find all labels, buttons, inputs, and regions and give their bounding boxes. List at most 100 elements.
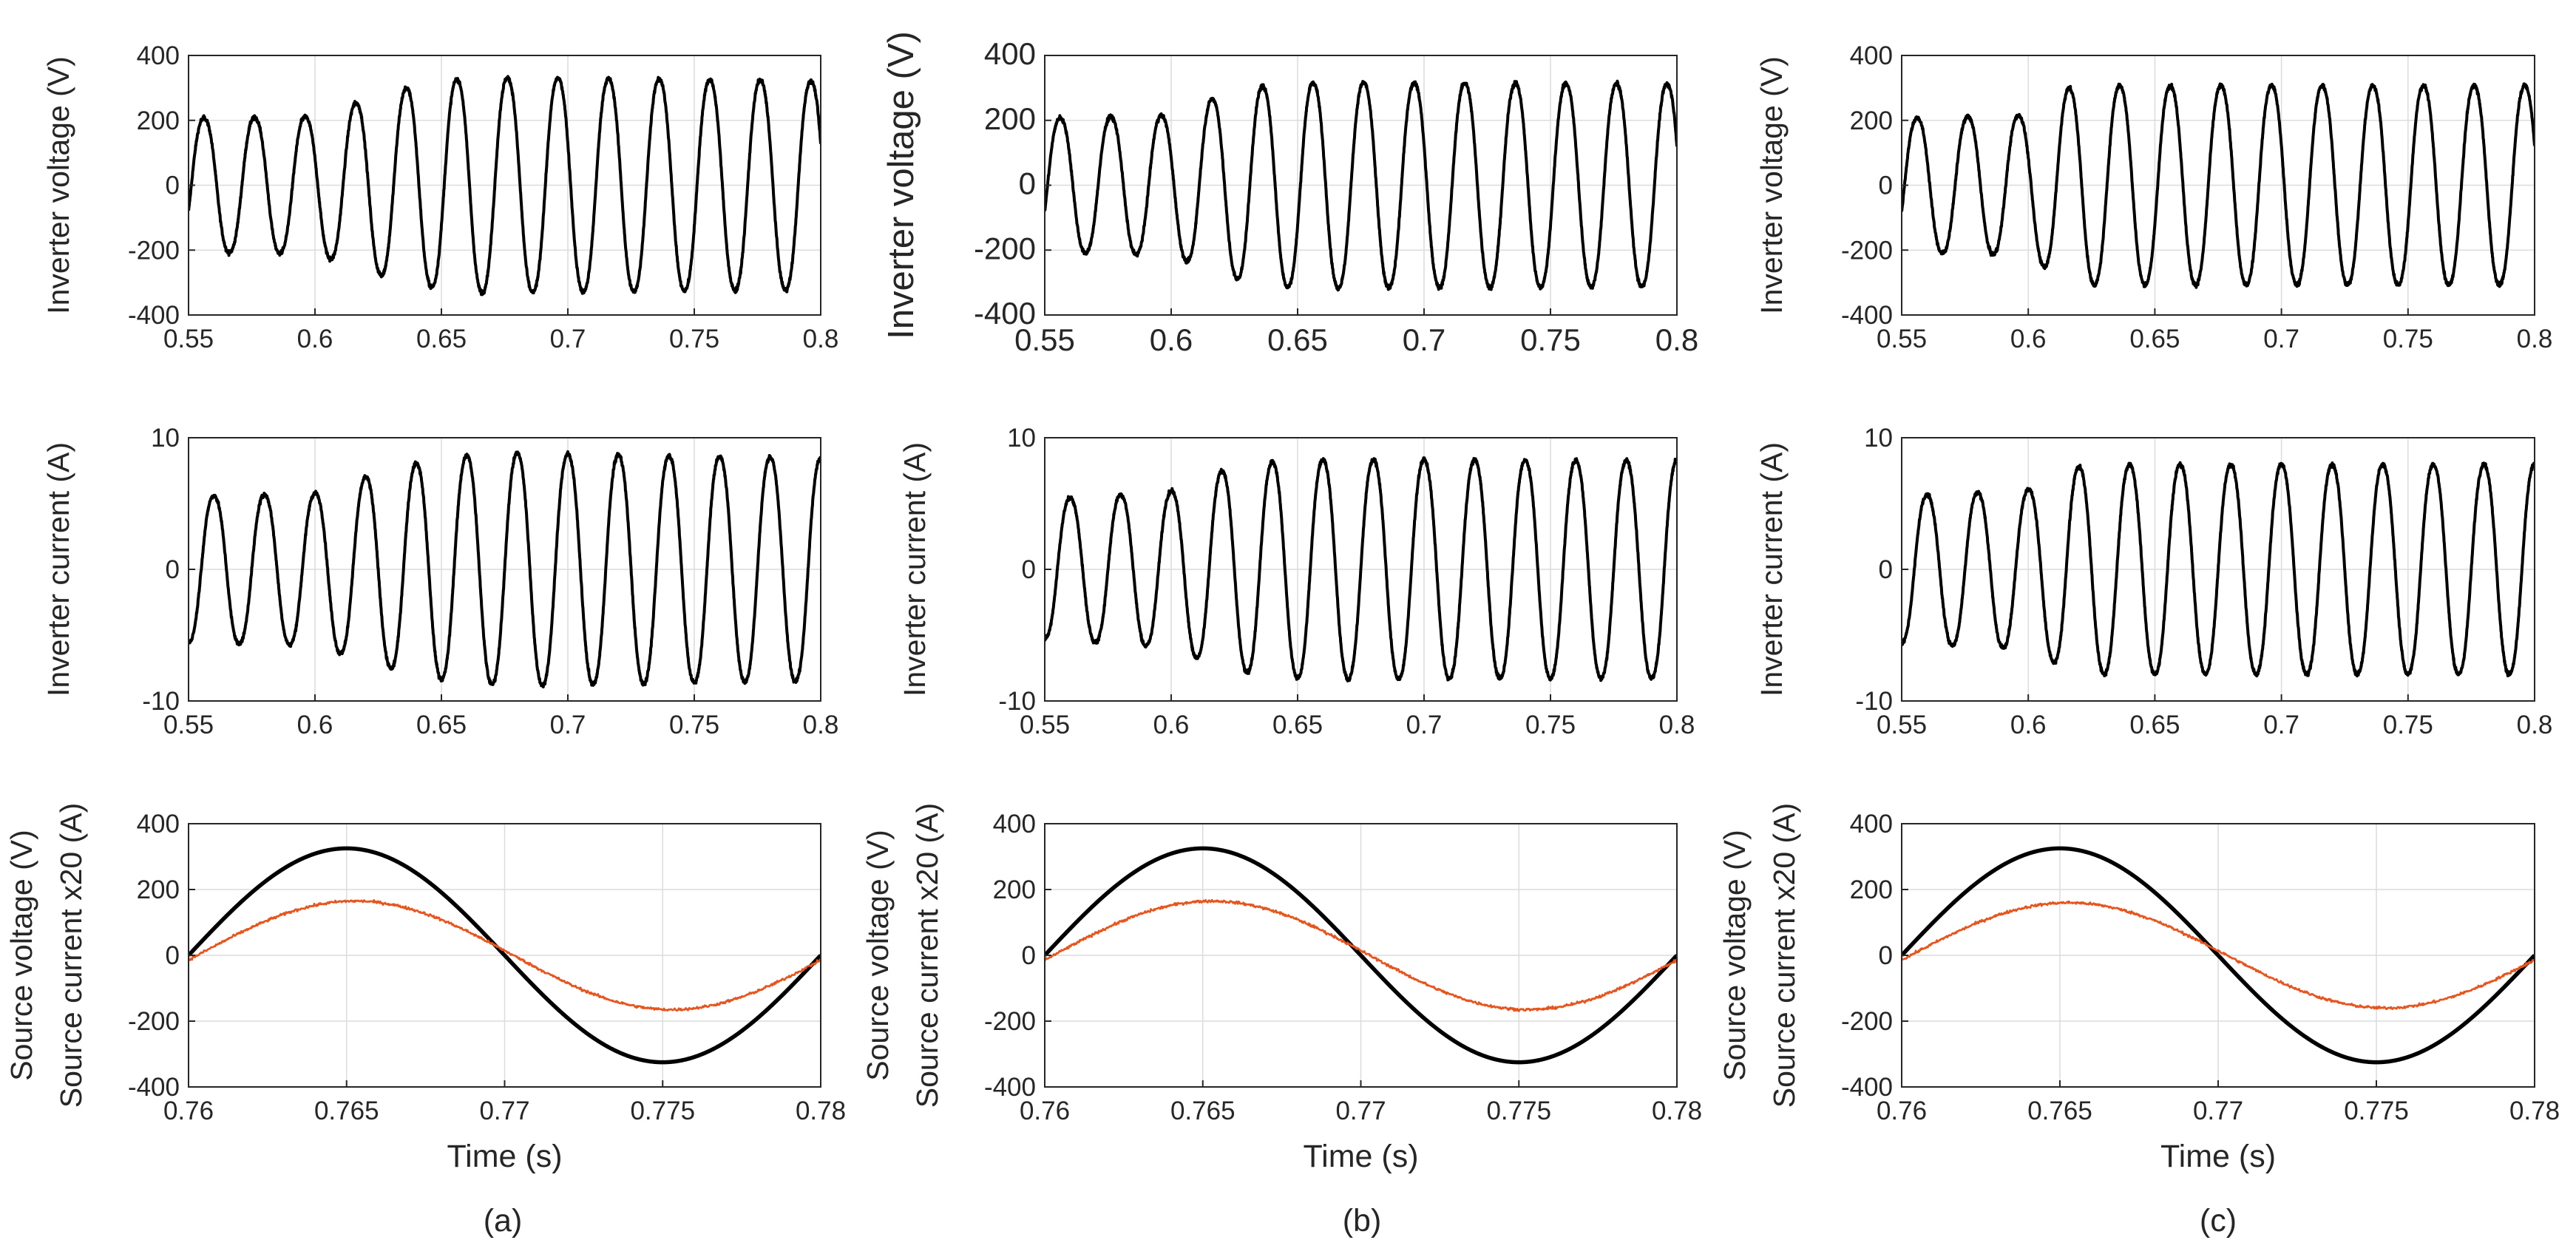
series-line-source-voltage <box>1045 846 1677 1065</box>
y-tick-label: 0 <box>1019 166 1036 201</box>
y-tick-label: -200 <box>128 236 180 265</box>
trace-group <box>1045 846 1677 1065</box>
y-tick-label: -400 <box>128 301 180 330</box>
x-tick-label: 0.775 <box>1486 1097 1551 1125</box>
series-line-source-voltage <box>189 846 821 1065</box>
plot-panel-b-voltage: 0.55 0.6 0.65 0.7 0.75 0.8 -400 -200 0 200 400 Inve… <box>881 31 1698 357</box>
x-tick-label: 0.55 <box>163 325 214 353</box>
y-tick-label: -10 <box>1855 687 1893 716</box>
x-tick-label: 0.7 <box>550 325 586 353</box>
y-tick-label: 10 <box>151 424 180 453</box>
trace-group <box>1045 456 1677 682</box>
y-tick-label: -400 <box>1841 301 1893 330</box>
y-axis-label: Source voltage (V) <box>1718 830 1752 1081</box>
y-tick-label: 400 <box>1850 810 1893 838</box>
y-tick-label: 0 <box>1022 941 1036 970</box>
x-tick-label: 0.77 <box>1335 1097 1386 1125</box>
y-tick-label: -200 <box>128 1007 180 1036</box>
x-tick-label: 0.65 <box>416 325 467 353</box>
y-tick-label: -10 <box>142 687 180 716</box>
trace-group <box>189 450 821 688</box>
y-tick-label: -200 <box>974 231 1036 265</box>
x-tick-label: 0.7 <box>2263 711 2299 739</box>
x-tick-label: 0.765 <box>2027 1097 2092 1125</box>
x-tick-label: 0.6 <box>1150 322 1193 357</box>
y-tick-label: 0 <box>1879 172 1893 200</box>
y-axis-label: Inverter voltage (V) <box>1755 56 1789 314</box>
x-tick-label: 0.8 <box>803 325 839 353</box>
x-tick-label: 0.8 <box>1659 711 1695 739</box>
x-tick-label: 0.75 <box>669 711 719 739</box>
y-tick-label: 200 <box>984 101 1036 136</box>
x-tick-label: 0.6 <box>2010 711 2047 739</box>
y-tick-label: 10 <box>1864 424 1893 453</box>
x-tick-label: 0.65 <box>416 711 467 739</box>
y-tick-label: 0 <box>1022 555 1036 584</box>
trace-group <box>1045 79 1677 292</box>
y-axis-label: Inverter voltage (V) <box>41 56 75 314</box>
plot-panel-c-current: 0.55 0.6 0.65 0.7 0.75 0.8 -10 0 10 Inverter curr… <box>1755 424 2552 739</box>
x-axis-label: Time (s) <box>1303 1139 1418 1174</box>
plot-panel-b-source: 0.76 0.765 0.77 0.775 0.78 -400 -200 0 200 400 Sou… <box>861 803 1702 1174</box>
plot-panel-a-source: 0.76 0.765 0.77 0.775 0.78 -400 -200 0 200 400 Sou… <box>4 803 846 1174</box>
x-tick-label: 0.75 <box>1520 322 1581 357</box>
plot-panel-b-current: 0.55 0.6 0.65 0.7 0.75 0.8 -10 0 10 Inverter curr… <box>898 424 1695 739</box>
x-tick-label: 0.75 <box>2383 325 2433 353</box>
x-axis-label: Time (s) <box>447 1139 562 1174</box>
trace-group <box>1902 461 2535 678</box>
y-tick-label: 10 <box>1007 424 1036 453</box>
x-tick-label: 0.765 <box>1170 1097 1236 1125</box>
x-tick-label: 0.7 <box>2263 325 2299 353</box>
y-tick-label: 200 <box>993 875 1036 904</box>
plot-panel-a-current: 0.55 0.6 0.65 0.7 0.75 0.8 -10 0 10 Inverter curr… <box>41 424 838 739</box>
trace-group <box>189 846 821 1065</box>
x-tick-label: 0.8 <box>1655 322 1698 357</box>
x-tick-label: 0.55 <box>1877 325 1927 353</box>
x-tick-label: 0.775 <box>630 1097 695 1125</box>
x-tick-label: 0.7 <box>1406 711 1443 739</box>
series-line-source-current <box>189 898 821 1012</box>
y-tick-label: 400 <box>137 810 180 838</box>
x-axis-label: Time (s) <box>2160 1139 2276 1174</box>
x-tick-label: 0.78 <box>2509 1097 2560 1125</box>
y-axis-label: Inverter current (A) <box>1755 442 1789 697</box>
y-axis-label-secondary: Source current x20 (A) <box>54 803 88 1108</box>
y-tick-label: -10 <box>998 687 1036 716</box>
x-tick-label: 0.76 <box>1020 1097 1070 1125</box>
y-tick-label: -200 <box>984 1007 1036 1036</box>
y-axis-label: Source voltage (V) <box>861 830 895 1081</box>
x-tick-label: 0.76 <box>1877 1097 1927 1125</box>
x-tick-label: 0.55 <box>1014 322 1075 357</box>
plot-panel-c-voltage: 0.55 0.6 0.65 0.7 0.75 0.8 -400 -200 0 200 400 Inve… <box>1755 41 2552 353</box>
x-tick-label: 0.65 <box>1267 322 1328 357</box>
x-tick-label: 0.6 <box>297 711 333 739</box>
x-tick-label: 0.77 <box>2193 1097 2243 1125</box>
x-tick-label: 0.75 <box>2383 711 2433 739</box>
x-tick-label: 0.775 <box>2344 1097 2409 1125</box>
y-axis-label-secondary: Source current x20 (A) <box>1767 803 1801 1108</box>
y-tick-label: 200 <box>1850 875 1893 904</box>
x-tick-label: 0.78 <box>1652 1097 1702 1125</box>
x-tick-label: 0.77 <box>479 1097 529 1125</box>
series-line-a-voltage <box>189 75 821 297</box>
y-tick-label: -200 <box>1841 1007 1893 1036</box>
x-tick-label: 0.55 <box>163 711 214 739</box>
series-line-source-current <box>1045 898 1677 1012</box>
y-tick-label: 0 <box>1879 555 1893 584</box>
series-line-source-voltage <box>1902 846 2535 1065</box>
caption-a: (a) <box>484 1203 523 1239</box>
x-tick-label: 0.6 <box>297 325 333 353</box>
x-tick-label: 0.7 <box>1403 322 1445 357</box>
trace-group <box>1902 82 2535 289</box>
y-axis-label: Inverter voltage (V) <box>881 31 921 339</box>
y-tick-label: 0 <box>166 555 180 584</box>
y-tick-label: 0 <box>166 172 180 200</box>
x-tick-label: 0.65 <box>1272 711 1323 739</box>
caption-c: (c) <box>2200 1203 2237 1239</box>
series-line-b-current <box>1045 456 1677 682</box>
x-tick-label: 0.8 <box>2517 325 2553 353</box>
series-line-a-current <box>189 450 821 688</box>
series-line-c-current <box>1902 461 2535 678</box>
y-axis-label: Inverter current (A) <box>41 442 75 697</box>
